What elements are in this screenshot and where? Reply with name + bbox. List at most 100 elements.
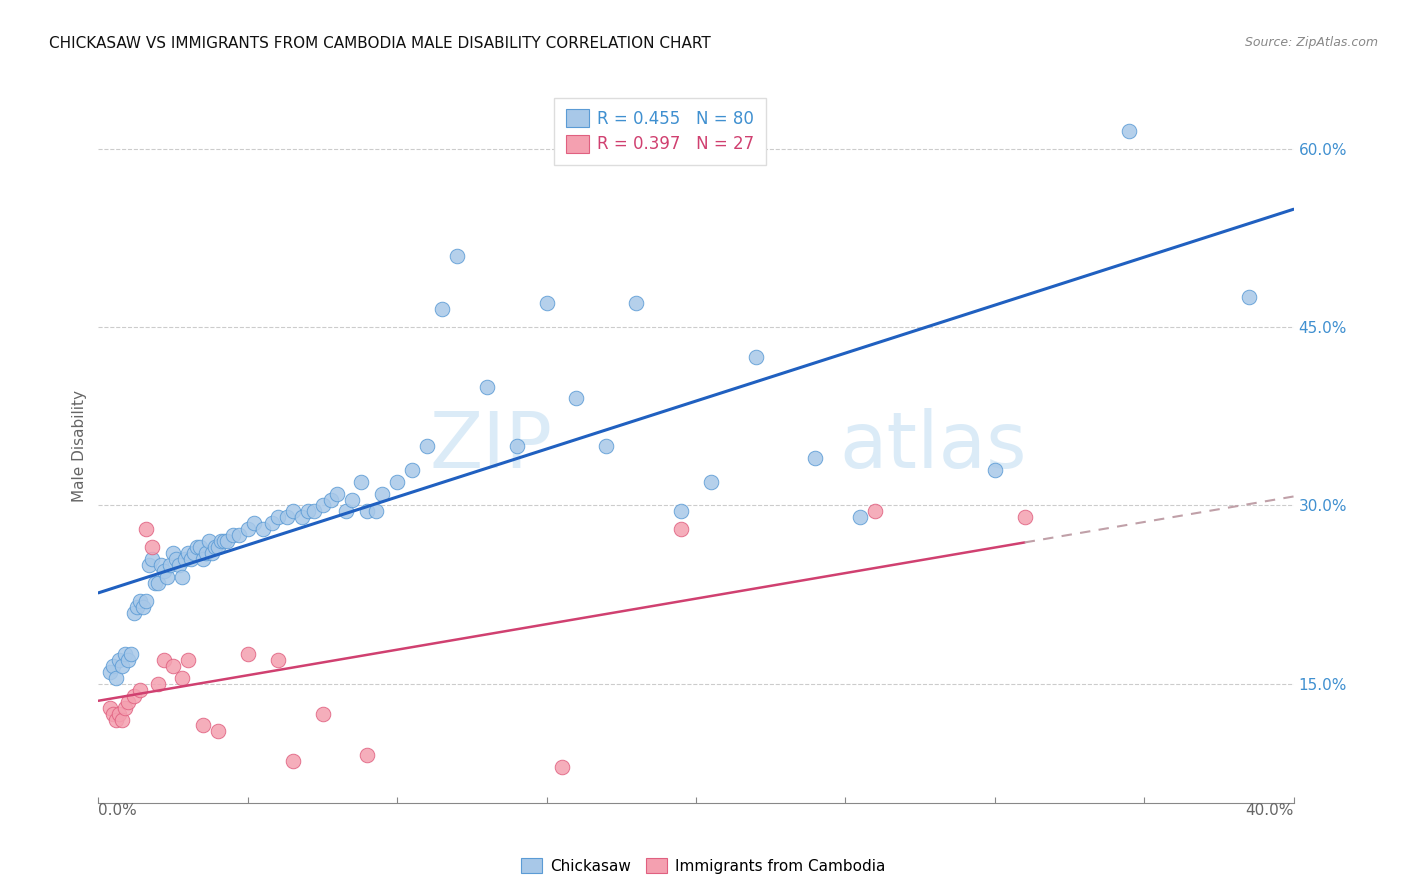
Point (1118, 124, 1140, 138)
Legend: Chickasaw, Immigrants from Cambodia: Chickasaw, Immigrants from Cambodia (515, 852, 891, 880)
Point (321, 492, 343, 507)
Point (156, 570, 179, 584)
Point (180, 552, 202, 566)
Point (105, 713, 128, 727)
Point (120, 647, 142, 661)
Point (124, 606, 146, 620)
Point (243, 516, 266, 531)
Point (745, 350, 768, 364)
Point (153, 653, 176, 667)
Point (215, 534, 238, 549)
Point (302, 504, 325, 518)
Point (204, 540, 226, 554)
Point (191, 718, 214, 732)
Point (595, 439, 617, 453)
Point (311, 706, 333, 721)
Point (150, 558, 173, 572)
Point (401, 463, 423, 477)
Point (276, 510, 298, 524)
Point (186, 540, 208, 554)
Point (183, 546, 205, 560)
Point (191, 552, 214, 566)
Point (117, 653, 139, 667)
Y-axis label: Male Disability: Male Disability (72, 390, 87, 502)
Point (252, 522, 274, 536)
Point (127, 599, 149, 614)
Text: 40.0%: 40.0% (1246, 803, 1294, 818)
Point (103, 659, 125, 673)
Point (475, 379, 498, 393)
Point (281, 504, 304, 518)
Point (105, 671, 128, 685)
Point (135, 593, 157, 607)
Point (132, 599, 155, 614)
Point (103, 706, 125, 721)
Text: 0.0%: 0.0% (98, 803, 138, 818)
Point (114, 700, 136, 714)
Point (804, 450, 827, 465)
Point (165, 552, 187, 566)
Point (669, 504, 692, 518)
Point (446, 249, 468, 263)
Point (865, 504, 887, 518)
Point (1237, 290, 1260, 304)
Point (335, 504, 357, 518)
Point (416, 439, 439, 453)
Point (153, 564, 176, 578)
Point (129, 593, 152, 607)
Point (108, 653, 131, 667)
Point (148, 677, 170, 691)
Point (209, 534, 232, 549)
Point (366, 504, 388, 518)
Point (111, 713, 134, 727)
Point (167, 558, 190, 572)
Point (700, 475, 723, 489)
Point (195, 546, 218, 560)
Point (228, 528, 250, 542)
Point (138, 558, 160, 572)
Point (311, 499, 333, 513)
Point (129, 682, 152, 697)
Point (565, 392, 588, 406)
Point (506, 439, 529, 453)
Point (371, 486, 394, 500)
Point (356, 504, 378, 518)
Point (350, 475, 373, 489)
Point (201, 546, 224, 560)
Point (177, 546, 200, 560)
Point (984, 463, 1007, 477)
Point (297, 504, 319, 518)
Point (626, 296, 648, 310)
Point (117, 695, 139, 709)
Point (172, 570, 194, 584)
Point (162, 546, 184, 560)
Point (669, 522, 692, 536)
Text: atlas: atlas (839, 408, 1026, 484)
Point (430, 302, 453, 317)
Point (124, 689, 146, 703)
Point (281, 754, 304, 768)
Point (148, 575, 170, 590)
Point (207, 724, 229, 739)
Point (207, 540, 229, 554)
Legend: R = 0.455   N = 80, R = 0.397   N = 27: R = 0.455 N = 80, R = 0.397 N = 27 (554, 97, 766, 165)
Point (162, 659, 184, 673)
Point (385, 475, 409, 489)
Point (141, 540, 163, 554)
Point (267, 653, 290, 667)
Point (849, 510, 872, 524)
Point (100, 700, 122, 714)
Text: Source: ZipAtlas.com: Source: ZipAtlas.com (1244, 36, 1378, 49)
Text: CHICKASAW VS IMMIGRANTS FROM CAMBODIA MALE DISABILITY CORRELATION CHART: CHICKASAW VS IMMIGRANTS FROM CAMBODIA MA… (49, 36, 711, 51)
Point (108, 706, 131, 721)
Point (342, 492, 364, 507)
Point (236, 522, 259, 536)
Point (100, 665, 122, 679)
Point (222, 528, 245, 542)
Text: ZIP: ZIP (430, 408, 553, 484)
Point (172, 671, 194, 685)
Point (356, 748, 378, 763)
Point (159, 558, 181, 572)
Point (260, 516, 283, 531)
Point (174, 552, 197, 566)
